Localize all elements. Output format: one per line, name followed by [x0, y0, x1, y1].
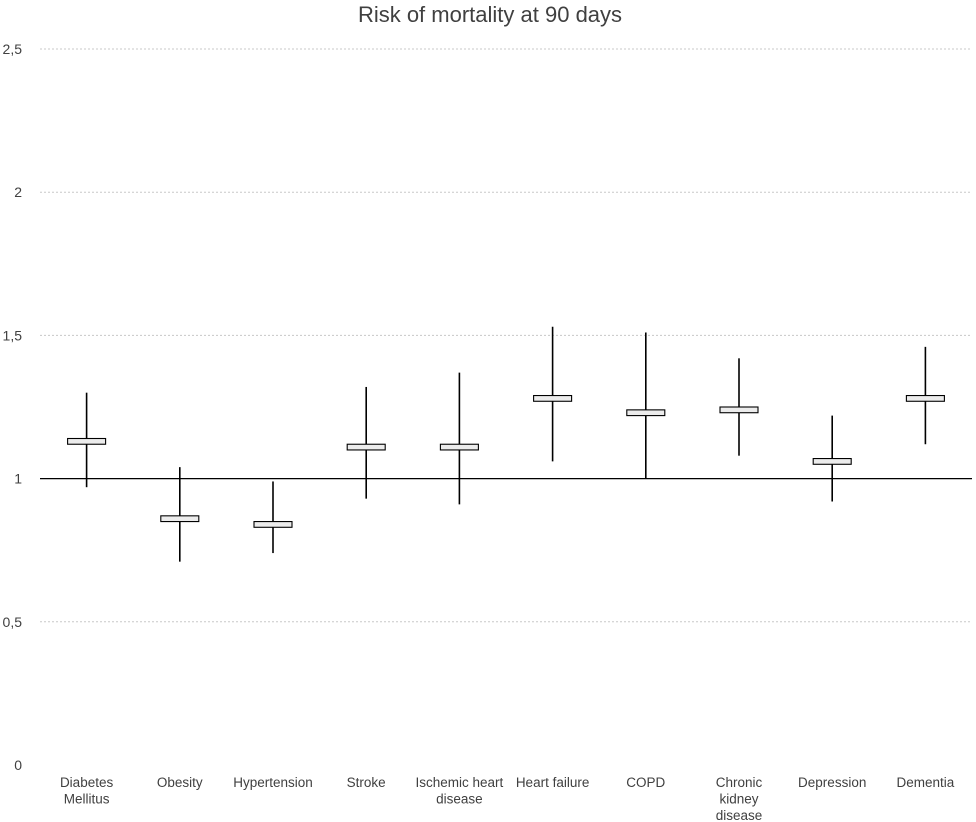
y-tick-label: 2	[14, 184, 22, 200]
box-mark	[346, 386, 386, 499]
box-marks	[67, 326, 945, 562]
box-mark	[812, 415, 852, 502]
box-rect	[719, 406, 759, 414]
x-category-label-line: Hypertension	[233, 775, 313, 790]
x-category-label-line: COPD	[626, 775, 665, 790]
chart-title: Risk of mortality at 90 days	[358, 2, 622, 27]
y-tick-label: 1	[14, 471, 22, 487]
x-category-label-line: kidney	[719, 792, 758, 807]
box-mark	[533, 326, 573, 462]
x-category-label-line: disease	[436, 792, 483, 807]
x-category-label: Obesity	[157, 775, 203, 790]
x-category-label: Depression	[798, 775, 866, 790]
box-rect	[346, 443, 386, 451]
x-category-label: Hypertension	[233, 775, 313, 790]
box-rect	[812, 458, 852, 465]
x-category-label-line: Depression	[798, 775, 866, 790]
box-mark	[905, 346, 945, 445]
x-category-label: Diabetes Mellitus	[60, 775, 114, 807]
box-mark	[439, 372, 479, 505]
box-rect	[533, 394, 573, 402]
x-category-label: Dementia	[897, 775, 955, 790]
x-category-label-line: Chronic	[716, 775, 763, 790]
y-tick-label: 0,5	[3, 614, 23, 630]
gridlines	[40, 48, 972, 623]
x-category-label-line: Diabetes	[60, 775, 114, 790]
x-category-label-line: Obesity	[157, 775, 203, 790]
x-category-label: Ischemic heart disease	[416, 775, 504, 807]
y-tick-label: 1,5	[3, 327, 23, 343]
y-tick-label: 0	[14, 757, 22, 773]
y-tick-label: 2,5	[3, 41, 23, 57]
x-category-label: Chronic kidney disease	[716, 775, 763, 822]
x-category-label-line: Ischemic heart	[416, 775, 504, 790]
box-mark	[719, 358, 759, 456]
box-rect	[67, 437, 107, 445]
x-category-label-line: disease	[716, 808, 763, 822]
x-axis-category-labels: Diabetes Mellitus Obesity Hypertension Strok…	[60, 775, 955, 822]
box-mark	[626, 332, 666, 479]
box-rect	[626, 409, 666, 417]
x-category-label: Heart failure	[516, 775, 590, 790]
box-mark	[253, 481, 293, 554]
box-rect	[160, 515, 200, 523]
box-rect	[439, 443, 479, 451]
x-category-label: Stroke	[347, 775, 386, 790]
x-category-label-line: Mellitus	[64, 792, 110, 807]
box-mark	[160, 467, 200, 562]
x-category-label: COPD	[626, 775, 665, 790]
y-axis-tick-labels: 0 0,5 1 1,5 2 2,5	[3, 41, 23, 773]
box-rect	[905, 394, 945, 402]
x-category-label-line: Dementia	[897, 775, 955, 790]
box-mark	[67, 392, 107, 488]
x-category-label-line: Stroke	[347, 775, 386, 790]
box-rect	[253, 521, 293, 528]
x-category-label-line: Heart failure	[516, 775, 590, 790]
